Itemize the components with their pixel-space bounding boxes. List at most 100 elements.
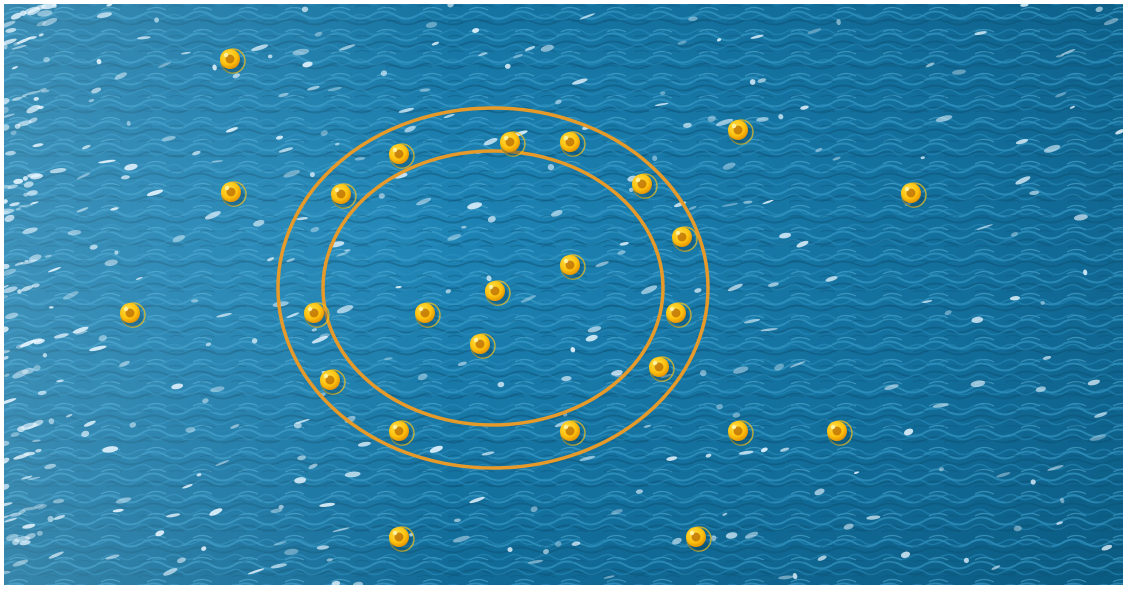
sparkle [110,207,119,211]
sparkle [843,523,854,530]
sparkle [27,476,41,481]
sparkle [4,43,8,50]
sparkle [944,310,952,316]
sparkle [22,523,36,529]
sparkle [738,450,754,455]
sparkle [4,326,9,333]
sparkle [26,190,38,196]
sparkle [81,430,90,438]
sparkle [320,130,328,136]
sparkle [22,506,39,511]
sparkle [270,563,287,569]
buoy [672,226,698,252]
sparkle [884,384,899,390]
sparkle [273,541,287,546]
sparkle [161,136,176,142]
sparkle [23,181,34,188]
sparkle [774,363,784,371]
sparkle [24,259,29,263]
sparkle [654,102,669,106]
sparkle [1056,521,1064,525]
buoy [389,420,415,446]
sparkle [89,244,98,250]
sparkle [497,381,505,388]
sparkle [22,176,28,181]
sparkle [469,496,485,504]
buoy [389,143,415,169]
sparkle [457,361,467,366]
sparkle [47,515,54,523]
sparkle [14,261,24,266]
sparkle [146,189,164,196]
sparkle [278,92,289,98]
sparkle [33,365,41,372]
sparkle [922,300,933,304]
sparkle [660,373,673,379]
sparkle [4,284,9,290]
sparkle [1013,525,1022,532]
sparkle [384,357,393,360]
sparkle [104,259,118,267]
sparkle [1069,105,1076,109]
sparkle [331,580,341,585]
sparkle [21,94,27,98]
sparkle [4,350,11,354]
sparkle [37,105,44,110]
sparkle [472,28,480,33]
sparkle [181,51,191,55]
sparkle [114,250,119,255]
sparkle [619,241,629,246]
buoy [728,420,754,446]
sparkle [326,558,333,562]
buoy [304,302,330,328]
sparkle [205,342,212,347]
sparkle [1043,144,1061,153]
sparkle [579,455,596,461]
sparkle [21,367,35,375]
sparkle [89,345,107,352]
sparkle [297,455,306,461]
sparkle [483,138,498,146]
sparkle [971,316,984,324]
sparkle [750,34,764,39]
sparkle [96,58,102,65]
sparkle [32,439,41,442]
sparkle [540,44,554,52]
sparkle [716,404,723,410]
sparkle [286,258,295,263]
sparkle [17,289,22,294]
sparkle [286,312,300,318]
sparkle [768,282,779,287]
sparkle [154,17,160,23]
sparkle [792,573,798,580]
sparkle [4,483,10,490]
buoy [827,420,853,446]
sparkle [749,79,756,85]
buoy [221,181,247,207]
sparkle [4,208,15,215]
sparkle [352,581,363,585]
sparkle [481,451,495,456]
sparkle [267,54,273,59]
sparkle [114,72,127,80]
sparkle [30,201,39,205]
buoy [470,333,496,359]
sparkle [643,424,652,428]
sparkle [398,107,414,113]
sparkle [344,471,361,478]
sparkle [688,205,697,210]
sparkle [344,249,351,252]
sparkle [585,334,598,342]
sparkle [129,422,137,428]
sparkle [310,226,320,233]
sparkle [1060,497,1065,504]
sparkle [445,289,452,294]
sparkle [225,127,238,133]
sparkle [380,70,388,77]
sparkle [1089,434,1107,441]
buoy [320,369,346,395]
sparkle [938,467,944,472]
sparkle [743,200,753,204]
sparkle [124,163,138,171]
sparkle [26,36,37,40]
